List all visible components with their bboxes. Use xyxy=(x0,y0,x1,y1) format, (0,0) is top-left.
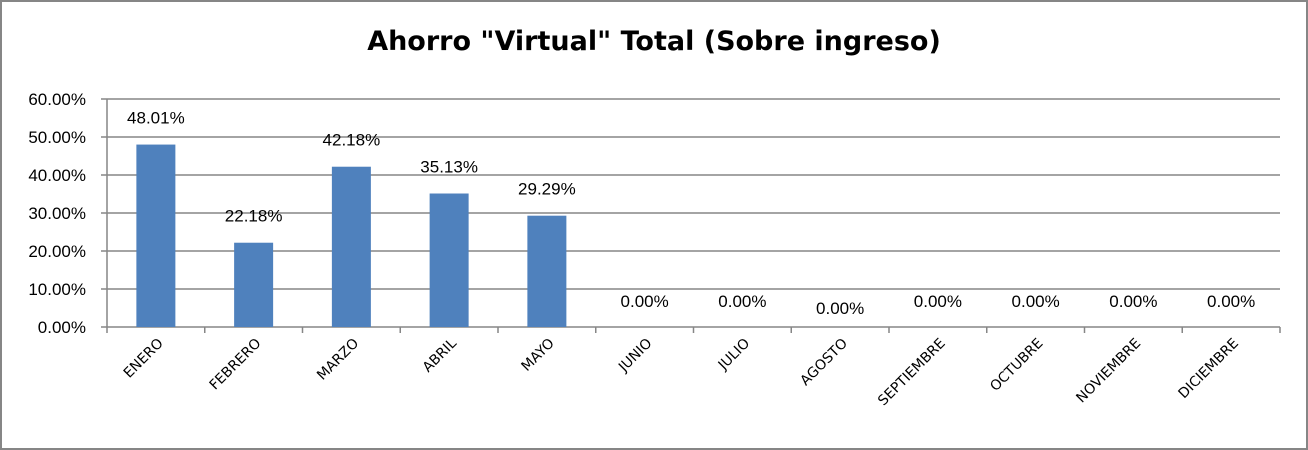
y-tick-label: 30.00% xyxy=(28,204,86,223)
x-category-label: MARZO xyxy=(314,336,362,384)
y-tick-label: 10.00% xyxy=(28,280,86,299)
data-label: 48.01% xyxy=(127,109,185,128)
bar[interactable] xyxy=(136,144,176,327)
data-label: 42.18% xyxy=(323,131,381,150)
bar[interactable] xyxy=(234,242,274,327)
x-category-label: ABRIL xyxy=(420,335,460,375)
x-category-label: FEBRERO xyxy=(207,336,265,394)
y-tick-label: 0.00% xyxy=(38,318,86,337)
data-label: 29.29% xyxy=(518,180,576,199)
bar[interactable] xyxy=(429,193,469,327)
data-label: 0.00% xyxy=(816,299,864,318)
x-category-label: AGOSTO xyxy=(797,336,851,390)
data-label: 0.00% xyxy=(914,292,962,311)
data-label: 22.18% xyxy=(225,207,283,226)
x-category-label: SEPTIEMBRE xyxy=(875,336,949,410)
x-category-label: MAYO xyxy=(519,336,558,375)
x-category-label: JUNIO xyxy=(615,336,655,376)
x-category-label: ENERO xyxy=(121,336,167,382)
y-tick-label: 20.00% xyxy=(28,242,86,261)
x-category-label: DICIEMBRE xyxy=(1176,336,1242,402)
data-label: 0.00% xyxy=(1207,292,1255,311)
bar[interactable] xyxy=(527,215,567,327)
y-tick-label: 60.00% xyxy=(28,90,86,109)
x-category-label: NOVIEMBRE xyxy=(1073,336,1144,407)
data-label: 0.00% xyxy=(1109,292,1157,311)
x-category-label: JULIO xyxy=(715,336,753,374)
chart-title: Ahorro "Virtual" Total (Sobre ingreso) xyxy=(367,26,941,57)
data-label: 0.00% xyxy=(1012,292,1060,311)
data-label: 0.00% xyxy=(718,292,766,311)
data-label: 35.13% xyxy=(420,158,478,177)
data-label: 0.00% xyxy=(621,292,669,311)
bar[interactable] xyxy=(331,166,371,327)
x-category-label: OCTUBRE xyxy=(987,336,1046,395)
y-tick-label: 40.00% xyxy=(28,166,86,185)
y-tick-label: 50.00% xyxy=(28,128,86,147)
